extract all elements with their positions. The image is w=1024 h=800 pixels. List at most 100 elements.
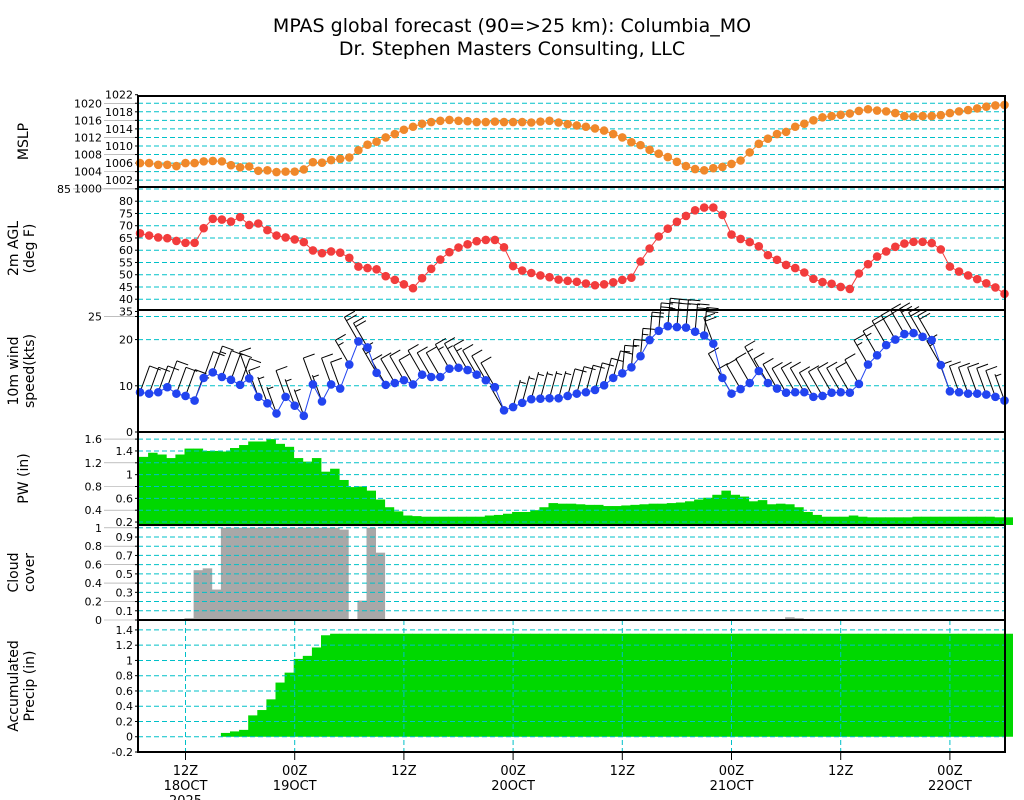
point-wind: [909, 328, 918, 338]
wind-barb-half-feather: [865, 332, 872, 337]
point-temp: [472, 236, 482, 246]
point-mslp: [927, 111, 936, 121]
wind-barb-feather: [624, 344, 637, 347]
bar-pw: [603, 506, 613, 525]
x-tick-label: 12Z: [610, 764, 636, 779]
bar-precip: [721, 633, 731, 737]
point-temp: [763, 250, 773, 260]
point-mslp: [918, 111, 927, 121]
bar-precip: [694, 633, 704, 737]
y-tick-label: 1: [95, 522, 102, 535]
point-wind: [308, 380, 318, 389]
wind-barb-staff: [407, 350, 423, 375]
wind-barb: [530, 372, 544, 400]
bar-pw: [757, 500, 768, 525]
wind-barb: [512, 379, 526, 408]
bar-pw: [939, 516, 950, 525]
bar-pw: [311, 458, 322, 525]
point-mslp: [463, 116, 472, 126]
point-temp: [263, 225, 272, 235]
point-wind: [144, 389, 154, 398]
wind-barb-staff: [826, 367, 842, 393]
point-temp: [153, 233, 163, 242]
wind-barb: [462, 344, 478, 375]
y-tick-label: 1022: [105, 89, 133, 102]
point-wind: [854, 379, 864, 389]
wind-barb-staff: [880, 315, 896, 340]
chart-title: MPAS global forecast (90=>25 km): Columb…: [273, 15, 751, 37]
point-wind: [226, 375, 236, 385]
point-mslp: [991, 101, 1000, 110]
point-mslp: [590, 124, 600, 133]
wind-barb: [862, 324, 878, 356]
wind-barb: [994, 373, 1005, 401]
point-mslp: [900, 111, 909, 121]
wind-barb-staff: [380, 358, 396, 384]
bar-precip: [248, 715, 258, 737]
point-mslp: [645, 145, 654, 155]
wind-barb-feather: [735, 352, 747, 360]
point-wind: [745, 378, 754, 388]
point-wind: [426, 372, 436, 382]
bar-precip: [366, 633, 376, 737]
bar-pw: [857, 516, 868, 525]
point-wind: [709, 339, 718, 349]
wind-barb-feather: [762, 357, 774, 365]
y-tick-label: 0.6: [116, 685, 134, 698]
point-temp: [481, 235, 491, 245]
point-mslp: [709, 163, 718, 173]
wind-barb-staff: [453, 345, 469, 371]
wind-barb-staff: [311, 375, 323, 402]
point-mslp: [454, 116, 463, 126]
bar-pw: [912, 516, 922, 525]
bar-pw: [967, 516, 977, 525]
wind-barb-feather: [808, 365, 820, 373]
wind-barb-staff: [685, 299, 689, 328]
bar-precip: [976, 633, 986, 737]
y-tick-label: 1: [126, 654, 133, 667]
wind-barb-feather: [416, 346, 428, 354]
bar-pw: [484, 515, 495, 525]
wind-barb-staff: [926, 340, 942, 366]
point-mslp: [909, 112, 918, 121]
wind-barb-staff: [630, 339, 635, 368]
bar-pw: [685, 501, 695, 525]
wind-barb-half-feather: [528, 377, 535, 380]
bar-pw: [339, 479, 349, 525]
point-temp: [181, 238, 190, 248]
wind-barb: [334, 333, 350, 365]
bar-precip: [730, 633, 740, 737]
point-wind: [253, 392, 263, 402]
point-temp: [745, 237, 754, 247]
point-wind: [317, 397, 327, 406]
wind-barb: [630, 338, 646, 368]
point-wind: [335, 384, 345, 393]
point-temp: [190, 238, 199, 248]
point-temp: [381, 271, 391, 281]
x-tick-label: 12Z: [828, 764, 854, 779]
point-mslp: [135, 158, 145, 168]
bar-pw: [166, 458, 176, 525]
point-mslp: [763, 134, 773, 144]
point-mslp: [445, 115, 454, 125]
bar-pw: [921, 516, 932, 525]
wind-barb-staff: [293, 389, 305, 416]
bar-precip: [939, 633, 950, 737]
point-temp: [272, 231, 281, 240]
point-wind: [836, 387, 845, 397]
wind-barb-staff: [658, 302, 662, 331]
point-mslp: [681, 161, 691, 171]
bar-pw: [493, 514, 504, 525]
wind-barb-staff: [817, 368, 833, 393]
bar-precip: [530, 633, 540, 737]
point-mslp: [299, 165, 309, 174]
point-mslp: [190, 158, 199, 168]
wind-barb-staff: [985, 370, 996, 398]
point-wind: [372, 368, 381, 378]
point-mslp: [144, 158, 154, 168]
wind-barb-feather: [799, 366, 811, 374]
bar-pw: [293, 458, 304, 525]
bar-pw: [557, 503, 568, 525]
point-temp: [144, 231, 154, 240]
y-tick-label: 70: [119, 220, 133, 233]
